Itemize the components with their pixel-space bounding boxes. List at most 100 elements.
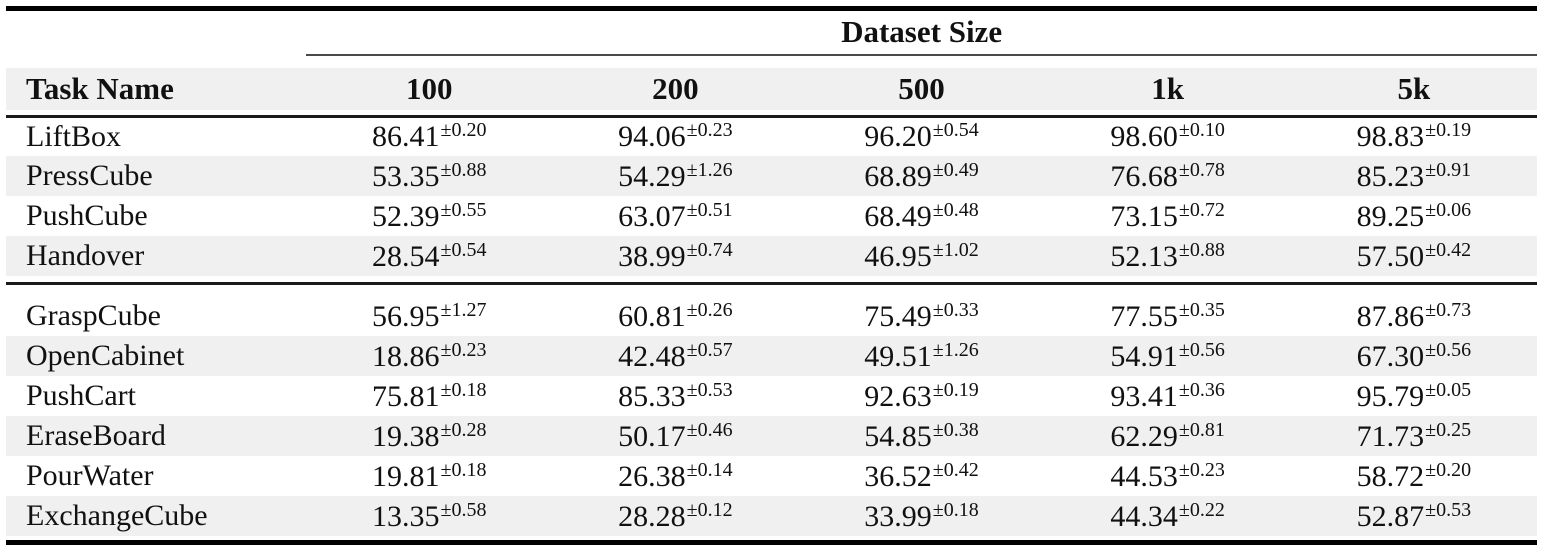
mean-value: 93.41 (1110, 379, 1178, 413)
value-cell: 68.89±0.49 (798, 156, 1044, 196)
value-cell: 54.91±0.56 (1045, 336, 1291, 376)
mean-value: 33.99 (864, 499, 932, 533)
std-superscript: ±0.38 (932, 418, 979, 441)
std-superscript: ±0.20 (440, 119, 487, 142)
mean-value: 85.23 (1356, 159, 1425, 193)
value-cell: 98.83±0.19 (1291, 116, 1537, 156)
std-superscript: ±0.05 (1425, 378, 1472, 401)
value-cell: 28.28±0.12 (552, 496, 798, 536)
value-cell: 33.99±0.18 (798, 496, 1044, 536)
std-superscript: ±0.20 (1425, 458, 1472, 481)
mean-value: 52.39 (372, 199, 440, 233)
value-cell: 75.81±0.18 (306, 376, 552, 416)
value-cell: 49.51±1.26 (798, 336, 1044, 376)
column-header-row: Task Name 100 200 500 1k 5k (6, 67, 1537, 110)
value-cell: 53.35±0.88 (306, 156, 552, 196)
mean-value: 60.81 (618, 299, 686, 333)
std-superscript: ±0.46 (686, 418, 733, 441)
value-cell: 19.81±0.18 (306, 456, 552, 496)
value-cell: 92.63±0.19 (798, 376, 1044, 416)
std-superscript: ±1.02 (932, 238, 979, 261)
value-cell: 86.41±0.20 (306, 116, 552, 156)
task-group-lower: GraspCube 56.95±1.27 60.81±0.26 75.49±0.… (6, 296, 1537, 536)
value-cell: 58.72±0.20 (1291, 456, 1537, 496)
value-cell: 52.39±0.55 (306, 196, 552, 236)
col-header-5k: 5k (1397, 70, 1431, 106)
value-cell: 75.49±0.33 (798, 296, 1044, 336)
group-separator (6, 276, 1537, 296)
task-name-cell: LiftBox (26, 119, 121, 153)
value-cell: 44.53±0.23 (1045, 456, 1291, 496)
value-cell: 18.86±0.23 (306, 336, 552, 376)
value-cell: 44.34±0.22 (1045, 496, 1291, 536)
table-row: PressCube 53.35±0.88 54.29±1.26 68.89±0.… (6, 156, 1537, 196)
std-superscript: ±0.88 (1178, 238, 1225, 261)
mean-value: 96.20 (864, 120, 932, 154)
task-name-cell: OpenCabinet (26, 339, 185, 372)
std-superscript: ±0.72 (1178, 198, 1225, 221)
value-cell: 68.49±0.48 (798, 196, 1044, 236)
std-superscript: ±0.28 (440, 418, 487, 441)
header-rule (6, 109, 1537, 118)
std-superscript: ±0.56 (1178, 338, 1225, 361)
mean-value: 56.95 (372, 299, 440, 333)
mean-value: 62.29 (1110, 419, 1178, 453)
std-superscript: ±0.19 (932, 378, 979, 401)
std-superscript: ±0.42 (932, 458, 979, 481)
value-cell: 56.95±1.27 (306, 296, 552, 336)
value-cell: 71.73±0.25 (1291, 416, 1537, 456)
std-superscript: ±0.18 (440, 458, 487, 481)
value-cell: 28.54±0.54 (306, 236, 552, 276)
task-name-cell: PushCube (26, 199, 148, 232)
value-cell: 54.85±0.38 (798, 416, 1044, 456)
task-name-cell: ExchangeCube (26, 499, 208, 532)
value-cell: 76.68±0.78 (1045, 156, 1291, 196)
mean-value: 75.81 (372, 379, 440, 413)
task-name-header: Task Name (26, 70, 174, 106)
mean-value: 52.13 (1110, 239, 1178, 273)
std-superscript: ±0.33 (932, 298, 979, 321)
mean-value: 28.54 (372, 239, 440, 273)
value-cell: 52.13±0.88 (1045, 236, 1291, 276)
table-row: PushCart 75.81±0.18 85.33±0.53 92.63±0.1… (6, 376, 1537, 416)
std-superscript: ±0.74 (686, 238, 733, 261)
col-header-1k: 1k (1151, 70, 1185, 106)
std-superscript: ±0.12 (686, 498, 733, 521)
value-cell: 52.87±0.53 (1291, 496, 1537, 536)
std-superscript: ±0.51 (686, 198, 733, 221)
std-superscript: ±0.78 (1178, 158, 1225, 181)
mean-value: 53.35 (372, 159, 440, 193)
mean-value: 77.55 (1110, 299, 1178, 333)
table-foot-spacer (6, 536, 1537, 543)
mean-value: 89.25 (1356, 199, 1425, 233)
mean-value: 68.89 (864, 159, 932, 193)
task-name-cell: PressCube (26, 159, 153, 192)
mean-value: 52.87 (1356, 499, 1425, 533)
std-superscript: ±0.53 (686, 378, 733, 401)
value-cell: 63.07±0.51 (552, 196, 798, 236)
dataset-size-header: Dataset Size (306, 8, 1537, 56)
value-cell: 42.48±0.57 (552, 336, 798, 376)
mean-value: 76.68 (1110, 159, 1178, 193)
mean-value: 73.15 (1110, 199, 1178, 233)
std-superscript: ±1.26 (686, 158, 733, 181)
value-cell: 13.35±0.58 (306, 496, 552, 536)
std-superscript: ±0.18 (440, 378, 487, 401)
mean-value: 71.73 (1356, 419, 1425, 453)
value-cell: 85.23±0.91 (1291, 156, 1537, 196)
std-superscript: ±0.23 (686, 119, 733, 142)
mean-value: 18.86 (372, 339, 440, 373)
mean-value: 98.83 (1356, 120, 1425, 154)
table-row: PourWater 19.81±0.18 26.38±0.14 36.52±0.… (6, 456, 1537, 496)
std-superscript: ±0.26 (686, 298, 733, 321)
value-cell: 94.06±0.23 (552, 116, 798, 156)
value-cell: 57.50±0.42 (1291, 236, 1537, 276)
task-name-cell: EraseBoard (26, 419, 166, 452)
mean-value: 68.49 (864, 199, 932, 233)
std-superscript: ±0.22 (1178, 498, 1225, 521)
std-superscript: ±0.48 (932, 198, 979, 221)
mean-value: 42.48 (618, 339, 686, 373)
mean-value: 49.51 (864, 339, 932, 373)
mean-value: 86.41 (372, 120, 440, 154)
